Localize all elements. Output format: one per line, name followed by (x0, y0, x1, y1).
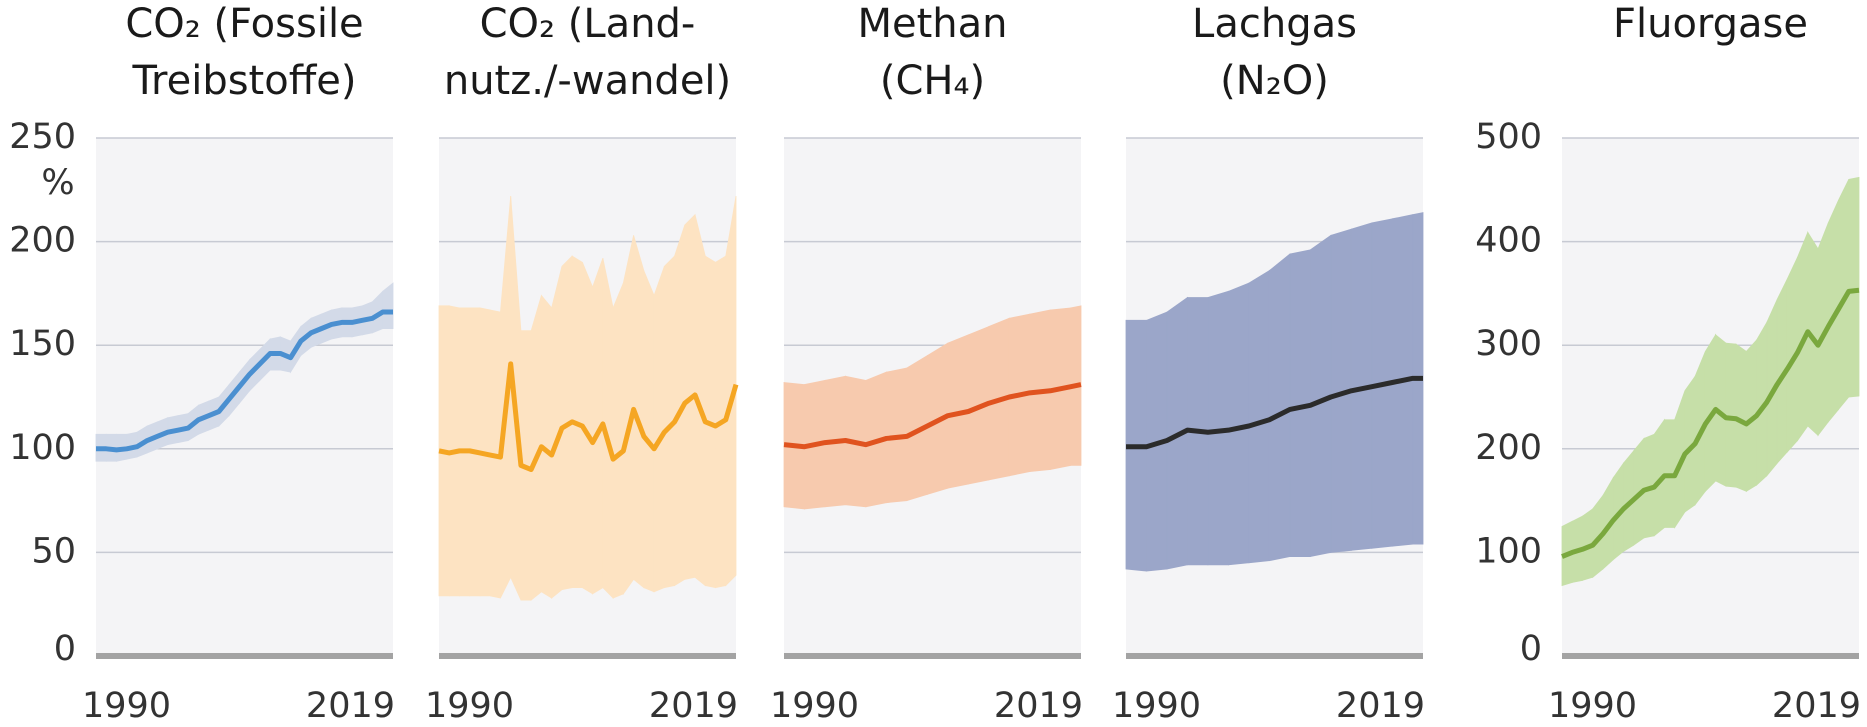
y-tick-label: 400 (1475, 221, 1542, 261)
uncertainty-band (653, 266, 665, 593)
trend-line (438, 361, 739, 473)
y-tick-label: 200 (9, 221, 76, 261)
y-tick-label: 150 (9, 324, 76, 364)
panel-title: CO₂ (Fossile (125, 1, 363, 47)
y-tick-label: 500 (1475, 117, 1542, 157)
x-tick-label: 1990 (82, 686, 171, 726)
trend-line (1126, 375, 1423, 450)
uncertainty-band (612, 282, 624, 599)
x-tick-label: 2019 (1336, 686, 1425, 726)
y-unit-label: % (41, 163, 74, 203)
uncertainty-band (1228, 282, 1250, 566)
panel-title: (N₂O) (1220, 58, 1329, 104)
uncertainty-band (382, 282, 394, 330)
uncertainty-band (643, 270, 655, 593)
trend-line (96, 309, 393, 453)
panel-title: nutz./-wandel) (444, 58, 731, 104)
panel-title: Lachgas (1192, 1, 1357, 47)
y-tick-label: 100 (9, 428, 76, 468)
trend-line (783, 382, 1082, 450)
uncertainty-band (725, 195, 737, 587)
y-tick-label: 250 (9, 117, 76, 157)
x-tick-label: 2019 (994, 686, 1083, 726)
panel-title: (CH₄) (880, 58, 985, 104)
uncertainty-band (1725, 342, 1737, 488)
x-tick-label: 2019 (1772, 686, 1861, 726)
y-tick-label: 200 (1475, 428, 1542, 468)
y-tick-label: 0 (54, 629, 76, 669)
x-tick-label: 1990 (1112, 686, 1201, 726)
y-tick-label: 0 (1520, 629, 1542, 669)
panel-title: CO₂ (Land- (480, 1, 696, 47)
y-tick-label: 100 (1475, 531, 1542, 571)
x-tick-label: 2019 (306, 686, 395, 726)
y-tick-label: 300 (1475, 324, 1542, 364)
uncertainty-band (1289, 249, 1311, 557)
uncertainty-band (1848, 176, 1860, 398)
panel-title: Treibstoffe) (131, 58, 356, 104)
x-tick-label: 2019 (649, 686, 738, 726)
y-tick-label: 50 (31, 531, 76, 571)
x-tick-label: 1990 (770, 686, 859, 726)
panel-title: Methan (857, 1, 1007, 47)
x-tick-label: 1990 (425, 686, 514, 726)
x-tick-label: 1990 (1548, 686, 1637, 726)
trend-line (1561, 287, 1860, 559)
panel-title: Fluorgase (1613, 1, 1808, 47)
uncertainty-band (1248, 269, 1270, 564)
uncertainty-band (1268, 253, 1291, 562)
